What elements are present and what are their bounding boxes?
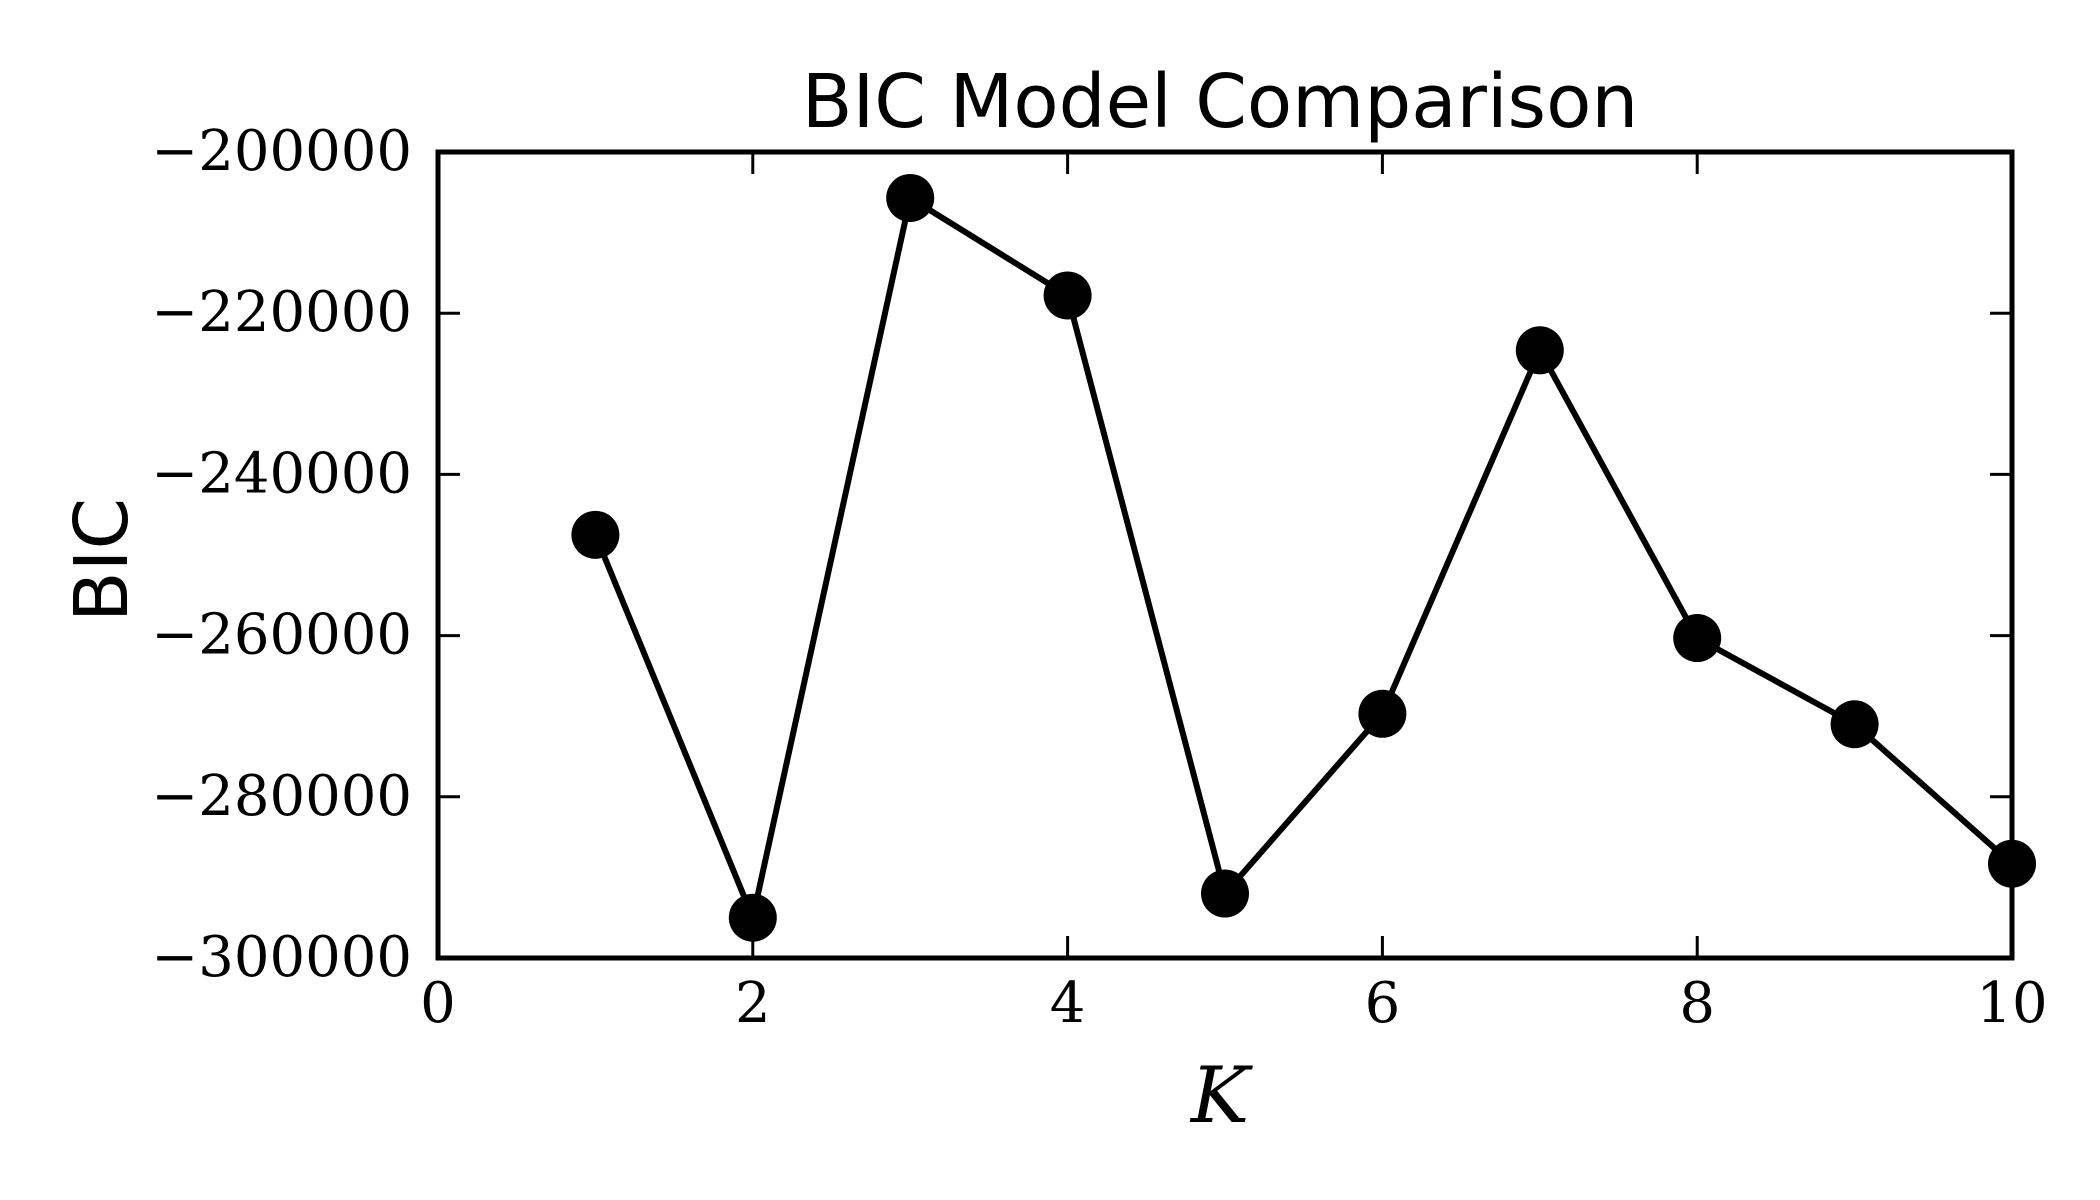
data-series: [571, 173, 2036, 942]
data-point-k4: [1043, 271, 1092, 320]
y-tick-label: −240000: [151, 441, 412, 506]
data-point-k3: [886, 173, 935, 222]
data-point-k1: [571, 510, 620, 559]
data-point-k5: [1201, 869, 1249, 918]
y-tick-label: −300000: [151, 925, 412, 990]
series-line: [592, 194, 2014, 921]
x-tick-label: 10: [1976, 971, 2047, 1036]
chart-title: BIC Model Comparison: [802, 59, 1639, 145]
data-point-k6: [1358, 689, 1407, 738]
x-tick-label: 0: [420, 971, 456, 1036]
data-point-k2: [728, 893, 777, 942]
y-tick-label: −200000: [151, 119, 412, 184]
data-point-k8: [1673, 614, 1722, 663]
y-tick-label: −260000: [151, 603, 412, 668]
x-tick-label: 2: [735, 971, 771, 1036]
y-tick-label: −220000: [151, 280, 412, 345]
plot-frame: [435, 149, 2015, 961]
y-tick-label: −280000: [151, 764, 412, 829]
data-point-k9: [1830, 700, 1879, 749]
x-axis-label: K: [1189, 1051, 1254, 1141]
data-point-k7: [1515, 326, 1564, 375]
x-tick-label: 8: [1679, 971, 1715, 1036]
x-tick-label: 6: [1365, 971, 1401, 1036]
y-axis-label: BIC: [59, 498, 145, 622]
axis-ticks: 0 2 4 6 8 10 −300000 −280000 −260000 −240000 −2200…: [151, 119, 2047, 1036]
x-tick-label: 4: [1050, 971, 1086, 1036]
